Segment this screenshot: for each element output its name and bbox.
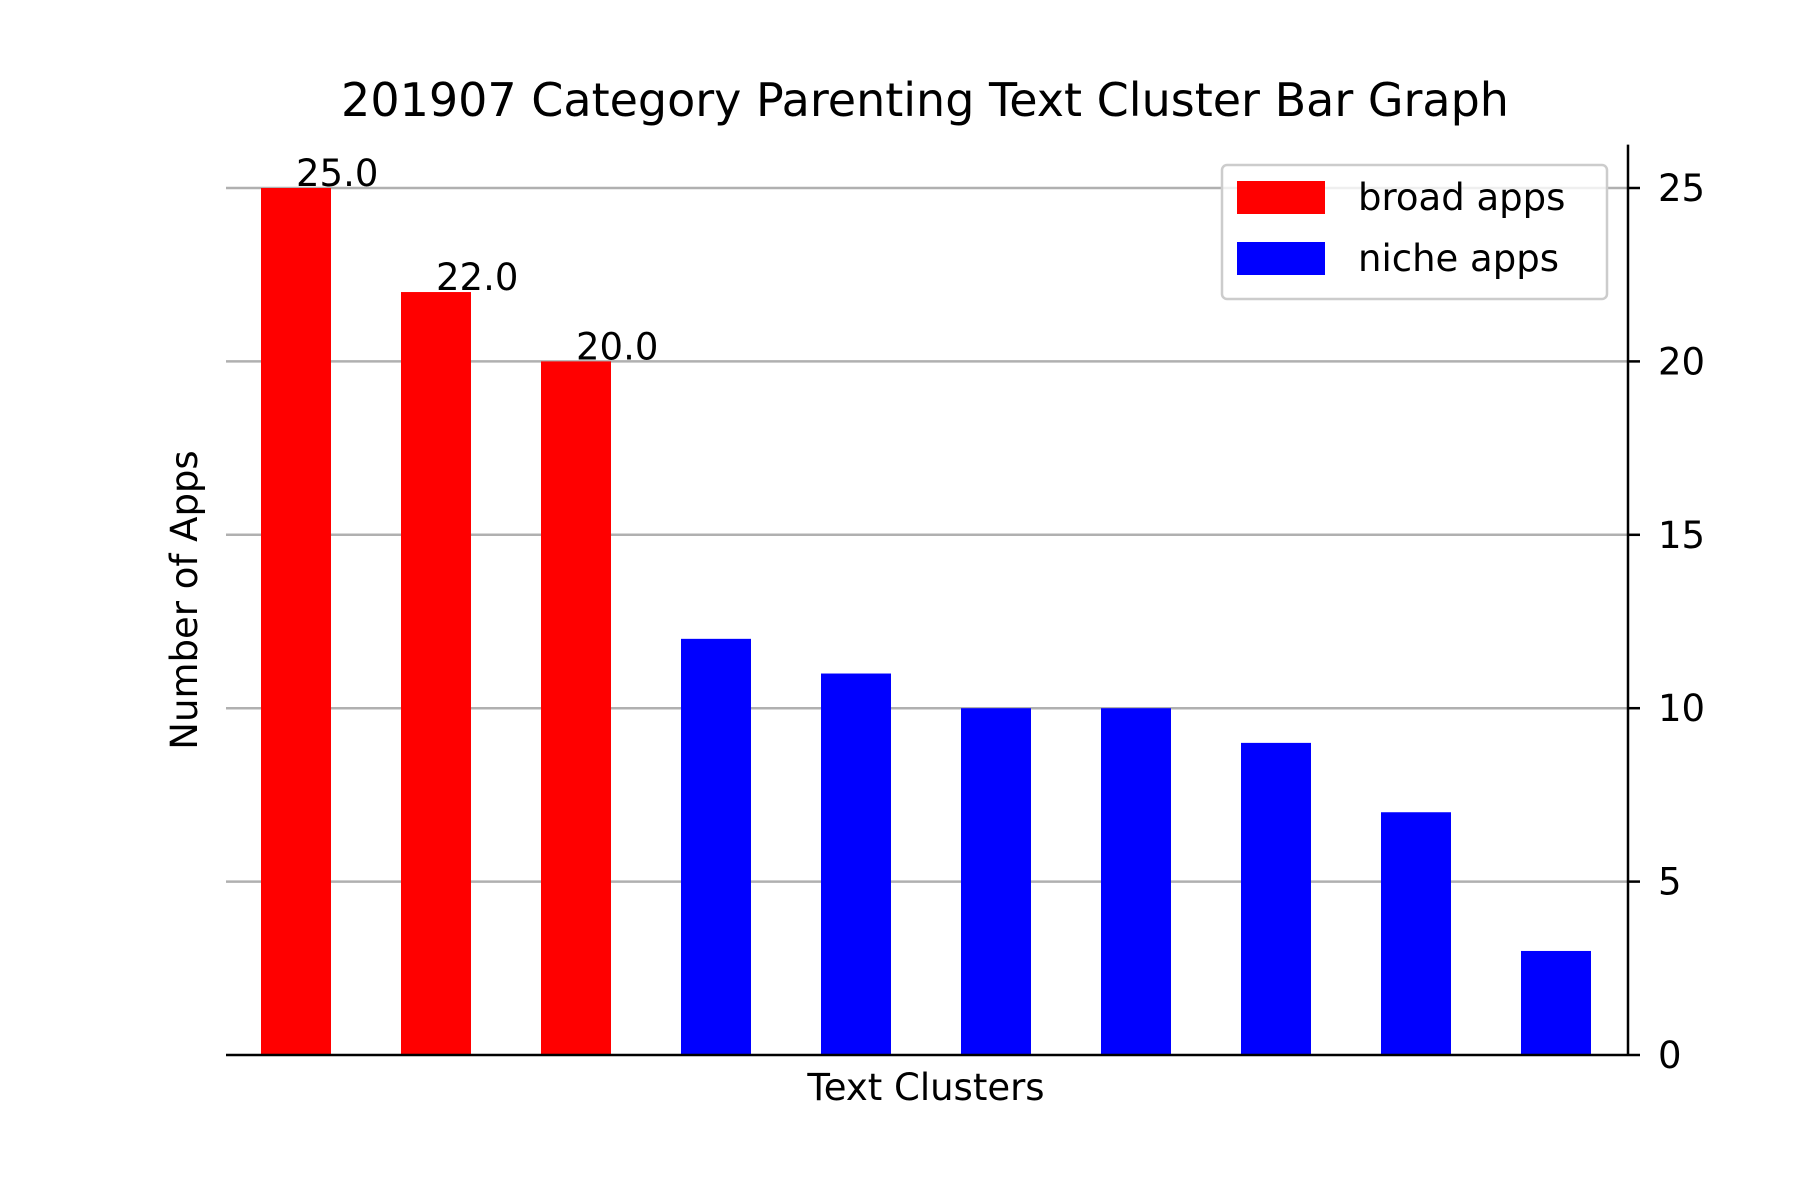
bar bbox=[681, 638, 751, 1055]
data-labels: 25.0 22.0 20.0 bbox=[296, 152, 658, 368]
bar bbox=[1521, 950, 1591, 1055]
bar-value-label: 25.0 bbox=[296, 152, 378, 195]
bar-value-label: 20.0 bbox=[576, 325, 658, 368]
y-axis-label: Number of Apps bbox=[163, 450, 206, 749]
bar bbox=[401, 292, 471, 1055]
legend-swatch bbox=[1237, 242, 1325, 275]
y-axis-ticks: 0 5 10 15 20 25 bbox=[1628, 167, 1705, 1077]
y-tick-label: 20 bbox=[1658, 340, 1705, 383]
bar bbox=[261, 188, 331, 1055]
bar bbox=[821, 673, 891, 1055]
y-tick-label: 0 bbox=[1658, 1034, 1682, 1077]
bar bbox=[961, 708, 1031, 1055]
y-tick-label: 5 bbox=[1658, 861, 1682, 904]
y-tick-label: 10 bbox=[1658, 687, 1705, 730]
y-tick-label: 25 bbox=[1658, 167, 1705, 210]
x-axis-label: Text Clusters bbox=[806, 1066, 1044, 1109]
bar-value-label: 22.0 bbox=[436, 256, 518, 299]
bars bbox=[261, 188, 1591, 1055]
chart-title: 201907 Category Parenting Text Cluster B… bbox=[341, 73, 1509, 127]
legend-swatch bbox=[1237, 181, 1325, 214]
bar bbox=[1241, 742, 1311, 1055]
y-tick-label: 15 bbox=[1658, 514, 1705, 557]
bar bbox=[541, 361, 611, 1055]
legend-label: niche apps bbox=[1358, 237, 1559, 280]
legend-label: broad apps bbox=[1358, 176, 1565, 219]
bar bbox=[1101, 708, 1171, 1055]
legend: broad apps niche apps bbox=[1220, 163, 1609, 301]
bar bbox=[1381, 812, 1451, 1055]
